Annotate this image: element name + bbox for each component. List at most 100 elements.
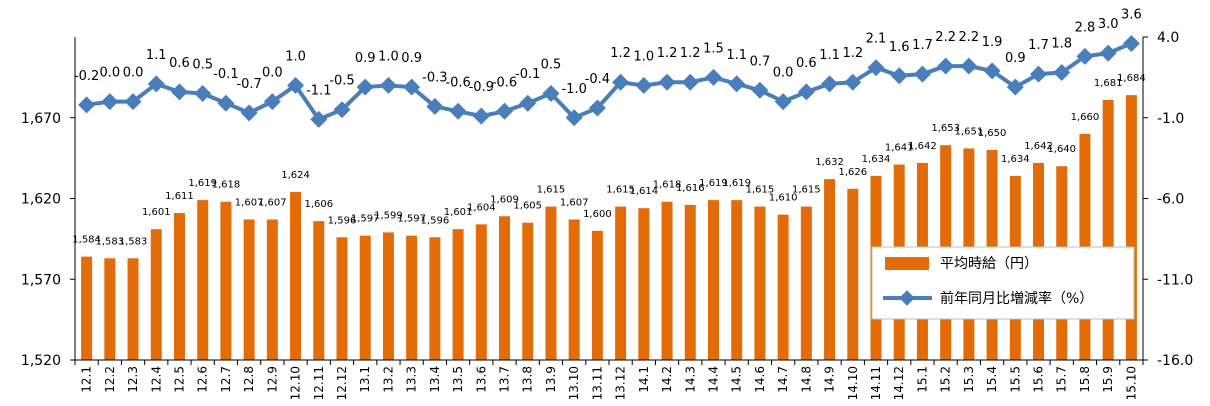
bar-label-15.2: 1,653 [931, 123, 960, 134]
line-label-14.9: 1.1 [819, 48, 840, 63]
bar-label-14.5: 1,619 [722, 178, 751, 189]
bar-14.1 [638, 208, 650, 360]
x-tick-label-14.4: 14.4 [706, 366, 720, 393]
bar-label-15.3: 1,651 [955, 126, 984, 137]
line-label-12.4: 1.1 [146, 48, 167, 63]
bar-12.5 [173, 213, 185, 360]
x-tick-label-15.1: 15.1 [915, 366, 929, 393]
line-label-13.9: 0.5 [541, 58, 562, 73]
x-tick-label-15.6: 15.6 [1032, 366, 1046, 393]
line-label-13.3: 0.9 [401, 51, 422, 66]
x-tick-label-15.10: 15.10 [1124, 366, 1138, 400]
right-tick-label: -1.0 [1157, 111, 1184, 127]
bar-label-14.9: 1,632 [815, 157, 844, 168]
x-tick-label-15.5: 15.5 [1008, 366, 1022, 393]
bar-label-12.2: 1,583 [96, 236, 125, 247]
x-tick-label-13.4: 13.4 [428, 366, 442, 393]
bar-label-13.4: 1,596 [421, 215, 450, 226]
bar-label-13.9: 1,615 [537, 185, 566, 196]
x-axis-ticks: 12.1 12.2 12.3 12.4 12.5 12.6 12.7 12.8 12.9 12.1… [74, 360, 1144, 400]
x-tick-label-12.11: 12.11 [312, 366, 326, 400]
line-label-14.7: 0.0 [773, 66, 794, 81]
bar-label-14.12: 1,641 [885, 143, 914, 154]
x-tick-label-14.6: 14.6 [753, 366, 767, 393]
bar-label-15.8: 1,660 [1071, 112, 1100, 123]
x-tick-label-13.3: 13.3 [405, 366, 419, 393]
bar-12.4 [150, 229, 162, 360]
line-point-13.7 [496, 102, 514, 120]
line-label-15.1: 1.7 [912, 38, 933, 53]
right-tick-label: -16.0 [1157, 353, 1193, 369]
bar-label-14.7: 1,610 [769, 193, 798, 204]
bar-14.9 [824, 179, 836, 360]
bar-label-12.10: 1,624 [281, 170, 310, 181]
line-point-13.1 [356, 78, 374, 96]
x-tick-label-12.8: 12.8 [242, 366, 256, 393]
x-tick-label-15.3: 15.3 [962, 366, 976, 393]
x-tick-label-14.3: 14.3 [683, 366, 697, 393]
line-point-12.9 [263, 93, 281, 111]
line-point-15.6 [1030, 65, 1048, 83]
bar-label-14.1: 1,614 [630, 186, 659, 197]
line-label-12.1: -0.2 [74, 69, 99, 84]
line-point-15.5 [1006, 78, 1024, 96]
line-label-12.11: -1.1 [306, 83, 331, 98]
bar-12.12 [336, 237, 348, 360]
x-tick-label-12.2: 12.2 [103, 366, 117, 393]
bar-label-12.6: 1,619 [188, 178, 217, 189]
right-axis-ticks: -16.0 -11.0 -6.0 -1.0 4.0 [1143, 30, 1193, 369]
line-point-14.7 [774, 93, 792, 111]
line-label-12.9: 0.0 [262, 66, 283, 81]
left-tick-label: 1,620 [21, 192, 61, 208]
line-point-14.11 [867, 59, 885, 77]
x-tick-label-13.2: 13.2 [381, 366, 395, 393]
bar-12.10 [290, 192, 302, 360]
line-point-12.2 [101, 93, 119, 111]
bar-label-13.5: 1,601 [444, 207, 473, 218]
bar-label-13.7: 1,609 [490, 194, 519, 205]
bar-12.3 [127, 258, 139, 360]
legend-label-bar: 平均時給（円） [940, 256, 1038, 272]
line-label-13.8: -0.1 [515, 67, 540, 82]
bar-12.6 [197, 200, 209, 360]
bar-label-14.6: 1,615 [746, 185, 775, 196]
x-tick-label-12.6: 12.6 [196, 366, 210, 393]
right-tick-label: -6.0 [1157, 192, 1184, 208]
bar-14.7 [777, 214, 789, 360]
bar-label-15.5: 1,634 [1001, 154, 1030, 165]
bar-13.6 [475, 224, 487, 360]
line-label-15.10: 3.6 [1121, 7, 1142, 22]
line-label-13.7: -0.6 [492, 75, 517, 90]
x-tick-label-12.4: 12.4 [149, 366, 163, 393]
bar-12.8 [243, 219, 255, 360]
line-point-14.6 [751, 81, 769, 99]
bar-label-12.1: 1,584 [72, 235, 101, 246]
bar-13.1 [359, 235, 371, 360]
bar-14.4 [707, 200, 719, 360]
line-point-14.2 [658, 73, 676, 91]
line-label-13.2: 1.0 [378, 49, 399, 64]
bar-label-14.4: 1,619 [699, 178, 728, 189]
line-point-12.7 [217, 94, 235, 112]
bar-label-13.8: 1,605 [513, 201, 542, 212]
bar-13.4 [429, 237, 441, 360]
line-point-15.3 [960, 57, 978, 75]
bar-label-12.3: 1,583 [119, 236, 148, 247]
x-tick-label-14.10: 14.10 [846, 366, 860, 400]
line-label-14.8: 0.6 [796, 56, 817, 71]
line-label-14.5: 1.1 [726, 48, 747, 63]
line-label-12.8: -0.7 [236, 77, 261, 92]
line-point-14.8 [797, 83, 815, 101]
bar-label-15.4: 1,650 [978, 128, 1007, 139]
bar-13.11 [591, 230, 603, 360]
line-label-12.2: 0.0 [99, 66, 120, 81]
bar-label-13.2: 1,599 [374, 210, 403, 221]
bar-12.9 [266, 219, 278, 360]
line-point-12.8 [240, 104, 258, 122]
x-tick-label-14.8: 14.8 [799, 366, 813, 393]
line-label-13.5: -0.6 [445, 75, 470, 90]
line-label-12.10: 1.0 [285, 49, 306, 64]
legend: 平均時給（円） 前年同月比増減率（%） [871, 246, 1135, 320]
x-tick-label-13.10: 13.10 [567, 366, 581, 400]
